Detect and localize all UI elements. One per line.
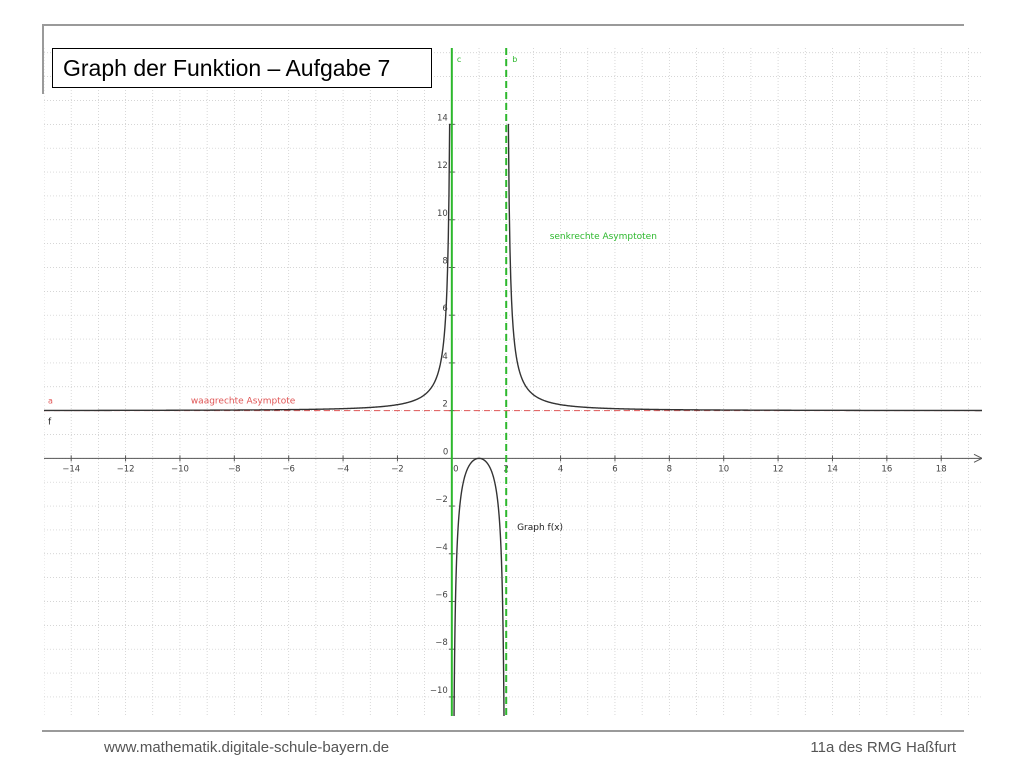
x-tick-label: −10 — [171, 464, 189, 474]
asymptote-name-label: a — [48, 397, 53, 406]
y-tick-label: 10 — [437, 209, 448, 219]
x-tick-label: −4 — [337, 464, 350, 474]
annotations: c b a f senkrechte Asymptoten waagrechte Asym… — [48, 55, 657, 533]
slide-frame-left — [42, 24, 44, 94]
horizontal-asymptote-label: waagrechte Asymptote — [191, 396, 296, 406]
y-tick-label: −10 — [430, 686, 448, 696]
y-tick-label: 6 — [442, 304, 447, 314]
slide-frame-top — [42, 24, 964, 26]
x-tick-label: 10 — [718, 464, 729, 474]
y-tick-label: 12 — [437, 161, 448, 171]
function-branch — [507, 123, 982, 412]
y-tick-label: 4 — [442, 352, 447, 362]
y-tick-label: −6 — [435, 590, 448, 600]
x-tick-label: −8 — [228, 464, 241, 474]
x-tick-label: −12 — [117, 464, 135, 474]
footer-class: 11a des RMG Haßfurt — [810, 739, 956, 756]
function-name-label: f — [48, 418, 52, 428]
slide-title: Graph der Funktion – Aufgabe 7 — [52, 48, 432, 88]
x-tick-label: 16 — [881, 464, 892, 474]
asymptote-name-label: c — [457, 55, 461, 64]
y-tick-label: −8 — [435, 638, 448, 648]
y-tick-label: −4 — [435, 543, 448, 553]
x-tick-label: −6 — [282, 464, 295, 474]
footer-url: www.mathematik.digitale-schule-bayern.de — [104, 739, 390, 756]
x-tick-label: −14 — [62, 464, 80, 474]
footer-divider — [42, 730, 964, 732]
x-tick-label: 14 — [827, 464, 838, 474]
graph-label: Graph f(x) — [517, 523, 563, 533]
x-tick-label: 0 — [453, 464, 458, 474]
y-tick-label: 14 — [437, 113, 448, 123]
y-tick-label: −2 — [435, 495, 448, 505]
x-axis-arrow — [973, 453, 982, 463]
x-tick-label: 18 — [936, 464, 947, 474]
grid-lines — [44, 48, 982, 716]
x-tick-label: 8 — [667, 464, 672, 474]
asymptote-name-label: b — [512, 55, 517, 64]
x-tick-label: 4 — [558, 464, 563, 474]
y-tick-label: 2 — [442, 400, 447, 410]
origin-label: 0 — [443, 447, 448, 457]
x-tick-label: 12 — [773, 464, 784, 474]
chart-svg: −14 −12 −10 −8 −6 −4 −2 0 2 4 6 8 10 12 14 16 18 −10 −8 −6 −… — [44, 48, 982, 716]
function-curve — [44, 123, 982, 716]
function-branch — [44, 123, 451, 412]
y-tick-label: 8 — [442, 256, 447, 266]
function-plot: −14 −12 −10 −8 −6 −4 −2 0 2 4 6 8 10 12 14 16 18 −10 −8 −6 −… — [44, 48, 982, 716]
vertical-asymptotes-label: senkrechte Asymptoten — [550, 232, 657, 242]
function-branch — [453, 457, 505, 716]
x-tick-label: −2 — [391, 464, 404, 474]
x-tick-label: 6 — [612, 464, 617, 474]
